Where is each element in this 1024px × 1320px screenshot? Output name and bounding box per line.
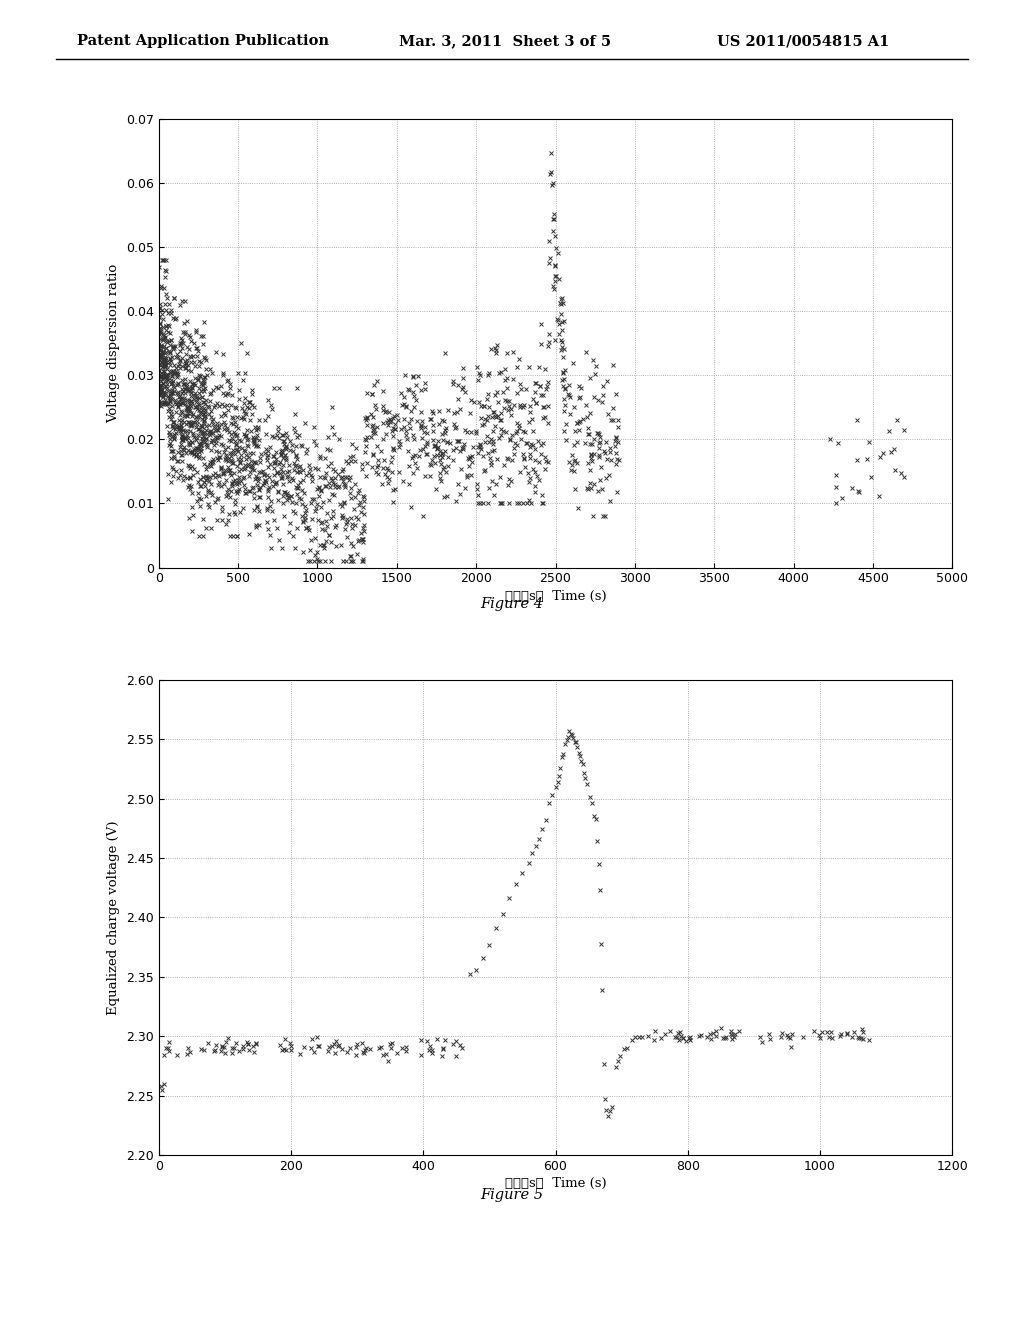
Text: Figure 5: Figure 5	[480, 1188, 544, 1203]
Y-axis label: Equalized charge voltage (V): Equalized charge voltage (V)	[108, 820, 121, 1015]
Text: US 2011/0054815 A1: US 2011/0054815 A1	[717, 34, 889, 49]
Y-axis label: Voltage dispersion ratio: Voltage dispersion ratio	[108, 264, 120, 422]
Text: Figure 4: Figure 4	[480, 597, 544, 611]
X-axis label: 时间（s）  Time (s): 时间（s） Time (s)	[505, 1177, 606, 1191]
Text: Mar. 3, 2011  Sheet 3 of 5: Mar. 3, 2011 Sheet 3 of 5	[399, 34, 611, 49]
X-axis label: 时间（s）  Time (s): 时间（s） Time (s)	[505, 590, 606, 603]
Text: Patent Application Publication: Patent Application Publication	[77, 34, 329, 49]
